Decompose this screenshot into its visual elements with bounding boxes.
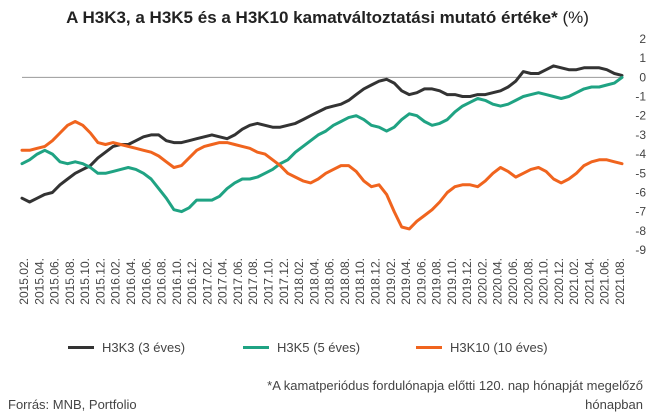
- x-tick-label: 2017.08.: [246, 258, 260, 305]
- x-tick-label: 2016.04.: [124, 258, 138, 305]
- x-tick-label: 2019.12.: [460, 258, 474, 305]
- y-tick-label: -3: [635, 128, 646, 142]
- x-tick-label: 2020.02.: [475, 258, 489, 305]
- x-tick-label: 2019.04.: [399, 258, 413, 305]
- x-tick-label: 2016.12.: [185, 258, 199, 305]
- chart-title-unit: (%): [557, 8, 589, 27]
- x-tick-label: 2017.02.: [200, 258, 214, 305]
- x-tick-label: 2017.12.: [277, 258, 291, 305]
- x-tick-label: 2018.06.: [323, 258, 337, 305]
- legend-swatch-h3k5: [243, 346, 269, 349]
- legend-item-h3k3: H3K3 (3 éves): [68, 340, 185, 355]
- x-tick-label: 2019.02.: [384, 258, 398, 305]
- x-tick-label: 2016.02.: [109, 258, 123, 305]
- x-axis-ticks: 2015.02. 2015.04. 2015.06. 2015.08. 2015.10.…: [17, 258, 627, 305]
- x-tick-label: 2016.08.: [155, 258, 169, 305]
- x-tick-label: 2015.02.: [17, 258, 31, 305]
- legend-swatch-h3k3: [68, 346, 94, 349]
- x-tick-label: 2021.08.: [613, 258, 627, 305]
- x-tick-label: 2020.08.: [521, 258, 535, 305]
- x-tick-label: 2018.08.: [338, 258, 352, 305]
- y-tick-label: -7: [635, 205, 646, 219]
- x-tick-label: 2015.10.: [78, 258, 92, 305]
- x-tick-label: 2020.12.: [552, 258, 566, 305]
- legend-swatch-h3k10: [416, 346, 442, 349]
- footnote-line-2: hónapban: [585, 397, 643, 412]
- x-tick-label: 2018.10.: [353, 258, 367, 305]
- x-tick-label: 2021.02.: [567, 258, 581, 305]
- x-tick-label: 2015.04.: [32, 258, 46, 305]
- x-tick-label: 2015.08.: [63, 258, 77, 305]
- footnote: *A kamatperiódus fordulónapja előtti 120…: [267, 376, 643, 414]
- y-tick-label: -2: [635, 109, 646, 123]
- x-tick-label: 2015.12.: [93, 258, 107, 305]
- source-note: Forrás: MNB, Portfolio: [8, 397, 137, 412]
- chart-title: A H3K3, a H3K5 és a H3K10 kamatváltoztat…: [0, 8, 655, 28]
- y-axis-ticks: 2 1 0 -1 -2 -3 -4 -5 -6 -7 -8 -9: [635, 32, 646, 257]
- legend-item-h3k5: H3K5 (5 éves): [243, 340, 360, 355]
- x-tick-label: 2015.06.: [48, 258, 62, 305]
- x-tick-label: 2020.06.: [506, 258, 520, 305]
- y-tick-label: -1: [635, 90, 646, 104]
- x-tick-label: 2017.04.: [216, 258, 230, 305]
- legend-label-h3k10: H3K10 (10 éves): [450, 340, 548, 355]
- legend-label-h3k3: H3K3 (3 éves): [102, 340, 186, 355]
- x-tick-label: 2017.06.: [231, 258, 245, 305]
- y-tick-label: -9: [635, 243, 646, 257]
- x-tick-label: 2020.04.: [491, 258, 505, 305]
- y-tick-label: 1: [639, 51, 646, 65]
- x-tick-label: 2017.10.: [262, 258, 276, 305]
- x-tick-label: 2016.06.: [139, 258, 153, 305]
- y-tick-label: -8: [635, 224, 646, 238]
- x-tick-label: 2018.02.: [292, 258, 306, 305]
- series-line-h3k10: [20, 120, 624, 231]
- x-tick-label: 2021.04.: [582, 258, 596, 305]
- legend-item-h3k10: H3K10 (10 éves): [416, 340, 548, 355]
- y-tick-label: -4: [635, 147, 646, 161]
- y-tick-label: 0: [639, 70, 646, 84]
- y-tick-label: -6: [635, 185, 646, 199]
- chart-title-main: A H3K3, a H3K5 és a H3K10 kamatváltoztat…: [66, 8, 558, 27]
- x-tick-label: 2020.10.: [537, 258, 551, 305]
- x-tick-label: 2018.12.: [368, 258, 382, 305]
- x-tick-label: 2019.10.: [445, 258, 459, 305]
- legend-label-h3k5: H3K5 (5 éves): [277, 340, 361, 355]
- series-line-h3k5: [20, 75, 624, 214]
- x-tick-label: 2019.08.: [430, 258, 444, 305]
- series-lines: [20, 64, 624, 231]
- x-tick-label: 2016.10.: [170, 258, 184, 305]
- x-tick-label: 2021.06.: [598, 258, 612, 305]
- footnote-line-1: *A kamatperiódus fordulónapja előtti 120…: [267, 378, 643, 393]
- x-tick-label: 2019.06.: [414, 258, 428, 305]
- x-tick-label: 2018.04.: [307, 258, 321, 305]
- y-tick-label: -5: [635, 166, 646, 180]
- y-tick-label: 2: [639, 32, 646, 46]
